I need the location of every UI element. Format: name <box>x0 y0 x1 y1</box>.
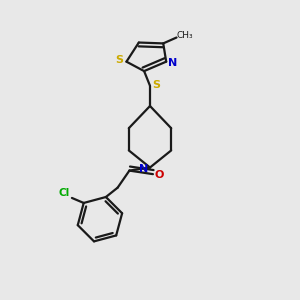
Text: S: S <box>152 80 160 90</box>
Text: N: N <box>168 58 177 68</box>
Text: CH₃: CH₃ <box>176 31 193 40</box>
Text: N: N <box>139 164 148 174</box>
Text: O: O <box>155 170 164 180</box>
Text: S: S <box>116 55 124 65</box>
Text: Cl: Cl <box>59 188 70 198</box>
